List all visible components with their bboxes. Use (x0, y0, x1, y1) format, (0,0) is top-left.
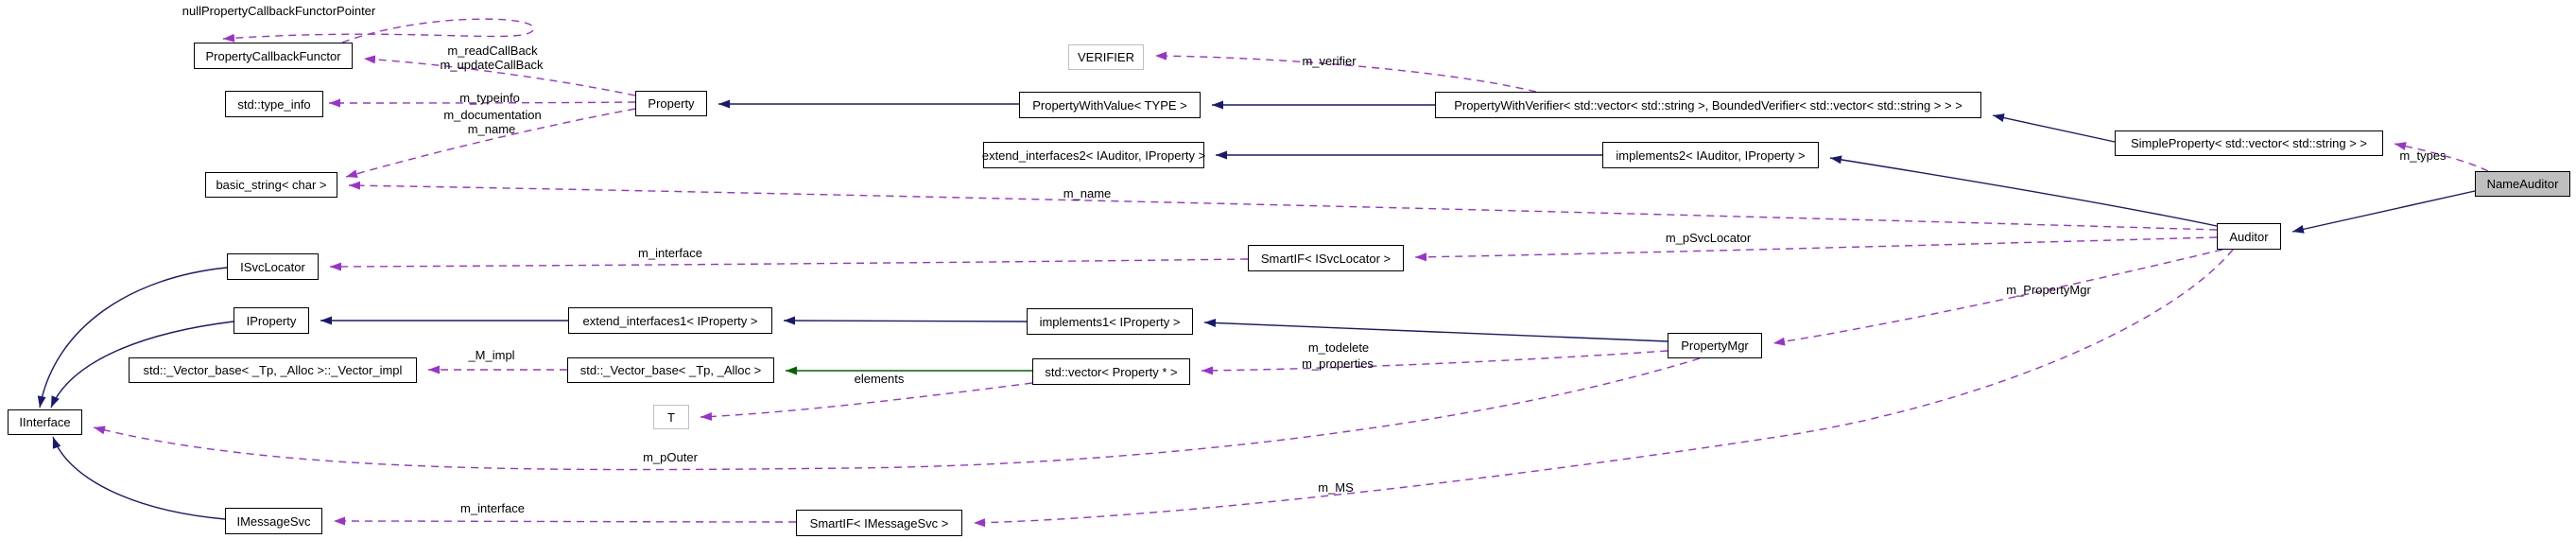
edge-label-m_typeinfo: m_typeinfo (459, 91, 520, 105)
edge-stdvector-to-t (700, 382, 1033, 421)
edge-label-m_documentation: m_documentation (443, 108, 542, 122)
edge-auditor-to-basicstring (348, 181, 2218, 231)
node-imessagesvc[interactable]: IMessageSvc (225, 508, 322, 534)
node-auditor[interactable]: Auditor (2217, 223, 2281, 250)
node-property-with-verifier[interactable]: PropertyWithVerifier< std::vector< std::… (1435, 92, 1981, 118)
node-vector-base[interactable]: std::_Vector_base< _Tp, _Alloc > (567, 357, 774, 383)
edge-label-m_interface: m_interface (638, 246, 702, 260)
edges-group (37, 18, 2489, 528)
edge-label-m_MS: m_MS (1318, 480, 1354, 495)
edge-smartif-isvclocator-to-isvclocator (329, 258, 1249, 271)
node-implements2[interactable]: implements2< IAuditor, IProperty > (1602, 142, 1819, 168)
node-name-auditor[interactable]: NameAuditor (2475, 171, 2570, 197)
edge-isvclocator-to-iinterface (37, 267, 228, 409)
node-std-vector-property[interactable]: std::vector< Property * > (1032, 358, 1190, 385)
edge-label-m_readCallBack: m_readCallBack (447, 43, 538, 58)
edge-auditor-to-smartif-isvclocator (1414, 236, 2218, 262)
edge-property-to-propertycallbackfunctor (363, 55, 636, 96)
edge-label-m_name: m_name (467, 122, 516, 136)
edge-auditor-to-smartif-imessagesvc (973, 249, 2234, 528)
edge-iproperty-to-iinterface (50, 321, 234, 409)
node-isvclocator[interactable]: ISvcLocator (227, 253, 319, 280)
node-property-with-value[interactable]: PropertyWithValue< TYPE > (1019, 92, 1201, 118)
edge-propertymgr-to-stdvector (1201, 350, 1668, 375)
edge-label-m_types: m_types (2399, 148, 2446, 163)
node-property-callback-functor[interactable]: PropertyCallbackFunctor (194, 43, 353, 69)
node-basic-string-char[interactable]: basic_string< char > (205, 172, 337, 198)
edge-propertycallbackfunctor-self-loop (222, 18, 535, 43)
edge-label-_M_impl: _M_impl (468, 348, 515, 362)
edge-simpleproperty-to-propertywithverifier (1992, 113, 2116, 143)
edge-property-to-basicstring (345, 108, 636, 179)
node-implements1[interactable]: implements1< IProperty > (1027, 308, 1193, 335)
edge-label-m_pSvcLocator: m_pSvcLocator (1665, 231, 1752, 245)
edge-label-elements: elements (854, 372, 905, 386)
node-verifier: VERIFIER (1068, 44, 1144, 70)
edge-smartif-imessagesvc-to-imessagesvc (333, 516, 797, 526)
node-property[interactable]: Property (635, 91, 707, 116)
node-vector-impl[interactable]: std::_Vector_base< _Tp, _Alloc >::_Vecto… (129, 357, 417, 383)
edge-auditor-to-propertymgr (1772, 249, 2223, 346)
node-property-mgr[interactable]: PropertyMgr (1668, 333, 1762, 358)
node-iinterface[interactable]: IInterface (8, 409, 82, 435)
edge-label-m_name: m_name (1063, 186, 1112, 200)
node-simple-property[interactable]: SimpleProperty< std::vector< std::string… (2115, 130, 2383, 156)
node-extend-interfaces1[interactable]: extend_interfaces1< IProperty > (568, 307, 772, 334)
edge-propertymgr-to-iinterface (93, 357, 1701, 471)
edge-label-m_properties: m_properties (1302, 356, 1374, 371)
edge-label-m_interface: m_interface (460, 501, 525, 515)
edge-imessagesvc-to-iinterface (52, 436, 226, 520)
edge-property-to-typeinfo (328, 98, 636, 108)
edge-implements1-to-extend-interfaces1 (783, 316, 1028, 325)
node-iproperty[interactable]: IProperty (233, 307, 309, 334)
edge-nameauditor-to-simpleproperty (2394, 142, 2489, 172)
edge-label-m_pOuter: m_pOuter (643, 450, 698, 464)
edge-nameauditor-to-auditor (2291, 190, 2476, 234)
edge-propertywithverifier-to-verifier (1154, 51, 1537, 93)
node-smartif-imessagesvc[interactable]: SmartIF< IMessageSvc > (796, 510, 962, 536)
edge-label-m_PropertyMgr: m_PropertyMgr (2006, 283, 2091, 297)
node-smartif-isvclocator[interactable]: SmartIF< ISvcLocator > (1248, 245, 1404, 271)
node-std-type-info[interactable]: std::type_info (225, 91, 323, 117)
edge-label-nullPropertyCallbackFunctorPointer: nullPropertyCallbackFunctorPointer (182, 4, 376, 18)
edge-label-m_updateCallBack: m_updateCallBack (440, 58, 544, 72)
edge-label-m_todelete: m_todelete (1307, 340, 1370, 355)
edge-propertymgr-to-implements1 (1203, 318, 1668, 342)
node-t-param: T (653, 405, 689, 429)
node-extend-interfaces2[interactable]: extend_interfaces2< IAuditor, IProperty … (982, 142, 1205, 168)
edge-auditor-to-implements2 (1829, 155, 2218, 227)
edge-label-m_verifier: m_verifier (1302, 54, 1357, 68)
